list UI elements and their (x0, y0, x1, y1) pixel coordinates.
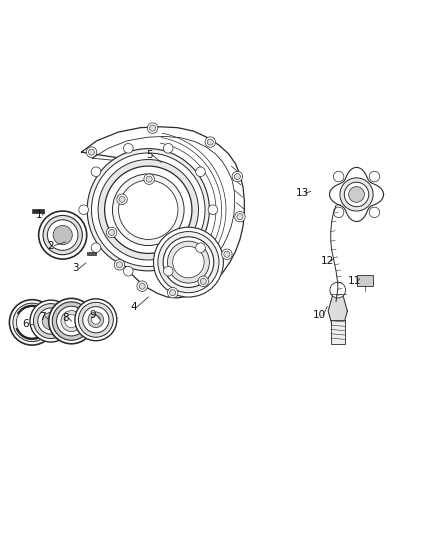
Text: 9: 9 (89, 310, 95, 319)
Circle shape (42, 312, 60, 330)
Circle shape (43, 215, 82, 255)
Circle shape (340, 178, 373, 211)
Circle shape (114, 260, 125, 270)
Circle shape (333, 207, 344, 217)
Circle shape (106, 227, 117, 238)
Circle shape (235, 212, 245, 222)
Circle shape (144, 174, 154, 184)
Circle shape (369, 171, 380, 182)
Circle shape (163, 266, 173, 276)
Circle shape (167, 241, 209, 283)
Text: 8: 8 (62, 313, 69, 323)
Circle shape (139, 283, 145, 289)
Circle shape (33, 304, 68, 338)
Text: 12: 12 (321, 256, 334, 266)
Polygon shape (81, 127, 244, 298)
Circle shape (200, 278, 206, 285)
Text: 5: 5 (146, 150, 152, 160)
Bar (32, 209, 44, 213)
Circle shape (124, 143, 133, 153)
Circle shape (344, 182, 369, 207)
Circle shape (92, 153, 205, 266)
Circle shape (78, 302, 113, 337)
Circle shape (158, 231, 219, 293)
Circle shape (75, 299, 117, 341)
Circle shape (47, 220, 78, 251)
Circle shape (79, 205, 88, 215)
Circle shape (52, 302, 91, 340)
Text: 10: 10 (313, 310, 326, 320)
Circle shape (137, 281, 148, 292)
Circle shape (163, 237, 214, 287)
Text: 2: 2 (48, 240, 54, 251)
Circle shape (117, 194, 127, 205)
Bar (331, 320, 345, 344)
Polygon shape (328, 294, 347, 328)
Circle shape (117, 262, 123, 268)
Polygon shape (329, 167, 384, 222)
Circle shape (105, 166, 192, 253)
Circle shape (87, 149, 209, 271)
Circle shape (13, 303, 51, 342)
Text: 13: 13 (295, 188, 309, 198)
Circle shape (196, 167, 205, 176)
Text: 3: 3 (72, 263, 79, 273)
Circle shape (91, 167, 101, 176)
Circle shape (170, 289, 176, 296)
Circle shape (224, 251, 230, 257)
Circle shape (30, 300, 72, 342)
Circle shape (330, 282, 346, 298)
Circle shape (39, 211, 87, 259)
Circle shape (234, 174, 240, 180)
Text: 6: 6 (23, 319, 29, 329)
Circle shape (49, 298, 94, 344)
Circle shape (196, 243, 205, 253)
Circle shape (153, 227, 223, 297)
Circle shape (88, 149, 95, 155)
Bar (87, 252, 96, 255)
Circle shape (61, 311, 82, 332)
Circle shape (146, 176, 152, 182)
Circle shape (98, 159, 198, 260)
Circle shape (207, 139, 213, 145)
Circle shape (205, 137, 215, 147)
Circle shape (148, 123, 158, 133)
Text: 1: 1 (35, 210, 42, 220)
Circle shape (88, 312, 104, 328)
Circle shape (124, 266, 133, 276)
Circle shape (369, 207, 380, 217)
Text: 4: 4 (131, 302, 137, 312)
Circle shape (198, 276, 208, 287)
Circle shape (53, 225, 72, 245)
Circle shape (222, 249, 232, 260)
Circle shape (10, 300, 55, 345)
Circle shape (163, 143, 173, 153)
Circle shape (92, 316, 100, 324)
Circle shape (109, 229, 115, 236)
Circle shape (38, 308, 64, 334)
Circle shape (57, 306, 86, 336)
Circle shape (208, 205, 218, 215)
Circle shape (150, 125, 155, 131)
Circle shape (333, 171, 344, 182)
Circle shape (232, 171, 243, 182)
Circle shape (237, 214, 243, 220)
Text: 11: 11 (348, 276, 361, 286)
Circle shape (167, 287, 178, 298)
Circle shape (91, 243, 101, 253)
Circle shape (119, 180, 178, 239)
Circle shape (65, 314, 78, 328)
Circle shape (16, 306, 48, 338)
Circle shape (349, 187, 364, 203)
Circle shape (113, 174, 184, 246)
Circle shape (86, 147, 97, 157)
Circle shape (119, 196, 125, 203)
Text: 7: 7 (39, 312, 46, 322)
Circle shape (173, 246, 204, 278)
Circle shape (83, 306, 109, 333)
Bar (357, 275, 373, 286)
